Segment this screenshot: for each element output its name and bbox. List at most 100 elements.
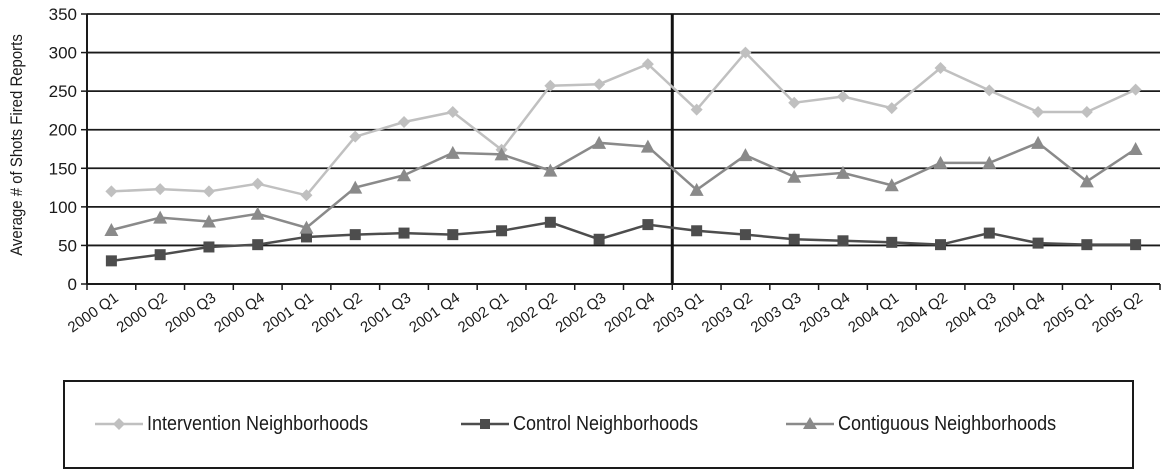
series-0-point-7 [446, 105, 459, 118]
x-tick-label-17: 2004 Q2 [894, 289, 951, 336]
series-1-point-12 [691, 225, 703, 237]
series-2-point-3 [250, 206, 265, 220]
series-line-1 [111, 220, 1136, 263]
y-tick-label-6: 300 [49, 44, 77, 63]
x-tick-label-7: 2001 Q4 [406, 289, 463, 336]
x-tick-label-11: 2002 Q4 [601, 289, 658, 336]
legend-label-intervention: Intervention Neighborhoods [147, 412, 369, 435]
series-1-point-6 [398, 227, 410, 239]
legend-marker-intervention-icon [95, 418, 143, 430]
series-1-point-21 [1130, 239, 1142, 251]
y-tick-label-0: 0 [68, 275, 77, 294]
series-line-0 [111, 50, 1137, 197]
series-0-point-21 [1129, 83, 1142, 96]
series-0-point-18 [983, 84, 996, 97]
series-line-2 [111, 141, 1137, 232]
series-2-point-21 [1128, 142, 1143, 155]
series-0-point-14 [788, 96, 801, 109]
x-tick-label-2: 2000 Q3 [162, 289, 219, 336]
chart-legend: Intervention Neighborhoods Control Neigh… [63, 380, 1134, 469]
series-1-point-11 [642, 219, 654, 231]
series-1-point-20 [1081, 239, 1093, 251]
legend-item-contiguous: Contiguous Neighborhoods [786, 412, 1080, 436]
legend-item-control: Control Neighborhoods [461, 412, 719, 436]
x-tick-label-18: 2004 Q3 [943, 289, 1000, 336]
x-tick-label-0: 2000 Q1 [65, 289, 122, 336]
series-1-point-2 [203, 241, 215, 253]
legend-label-contiguous: Contiguous Neighborhoods [838, 412, 1057, 435]
y-axis-label: Average # of Shots Fired Reports [8, 34, 26, 256]
series-0-point-2 [202, 185, 215, 198]
series-2-point-17 [933, 155, 948, 169]
series-1 [105, 216, 1142, 267]
series-1-point-16 [886, 236, 898, 248]
series-2-point-19 [1031, 135, 1046, 149]
y-tick-label-7: 350 [49, 5, 77, 24]
x-tick-label-14: 2003 Q3 [748, 289, 805, 336]
series-0-point-6 [398, 116, 411, 128]
x-tick-label-20: 2005 Q1 [1040, 289, 1097, 336]
x-tick-label-12: 2003 Q1 [650, 289, 707, 336]
series-1-point-18 [983, 227, 995, 239]
series-2-point-10 [592, 135, 607, 149]
series-0-point-10 [593, 78, 606, 91]
legend-item-intervention: Intervention Neighborhoods [95, 412, 393, 436]
series-2-point-8 [494, 147, 509, 161]
x-tick-label-1: 2000 Q2 [114, 289, 171, 336]
y-tick-label-5: 250 [49, 82, 77, 101]
series-0 [105, 46, 1142, 202]
x-tick-label-21: 2005 Q2 [1089, 289, 1146, 336]
x-tick-label-15: 2003 Q4 [796, 289, 853, 336]
x-tick-label-16: 2004 Q1 [845, 289, 902, 336]
x-tick-label-10: 2002 Q3 [553, 289, 610, 336]
series-2-point-7 [445, 145, 460, 159]
series-0-point-5 [349, 130, 362, 143]
x-tick-label-6: 2001 Q3 [357, 289, 414, 336]
series-2-point-2 [201, 214, 216, 228]
series-2-point-12 [689, 182, 704, 196]
series-0-point-4 [300, 189, 313, 202]
series-1-point-13 [739, 229, 751, 241]
series-1-point-1 [154, 249, 166, 261]
series-0-point-13 [739, 46, 752, 59]
series-1-point-4 [300, 231, 312, 243]
series-2-point-1 [153, 210, 168, 224]
x-tick-label-5: 2001 Q2 [309, 289, 366, 336]
series-2-point-18 [982, 155, 997, 169]
legend-marker-contiguous-icon [786, 417, 834, 429]
y-axis-tick-labels: 0 50 100 150 200 250 300 350 [49, 5, 87, 294]
series-1-point-10 [593, 233, 605, 245]
x-tick-label-9: 2002 Q2 [504, 289, 561, 336]
series-2-point-4 [299, 220, 314, 234]
x-tick-label-4: 2001 Q1 [260, 289, 317, 336]
series-0-point-1 [154, 183, 167, 196]
series-1-point-3 [252, 239, 264, 251]
series-1-point-5 [349, 229, 361, 241]
series-2-point-6 [397, 168, 412, 182]
series-lines [104, 46, 1143, 267]
series-0-point-19 [1032, 105, 1045, 118]
series-1-point-19 [1032, 237, 1044, 249]
series-2-point-13 [738, 148, 753, 162]
series-1-point-14 [788, 233, 800, 245]
y-tick-label-1: 50 [58, 236, 77, 255]
x-tick-label-8: 2002 Q1 [455, 289, 512, 336]
gridlines [87, 13, 1160, 247]
series-2-point-15 [835, 165, 850, 179]
series-2-point-11 [640, 139, 655, 153]
series-0-point-17 [934, 62, 947, 74]
legend-marker-control-icon [461, 419, 509, 429]
series-1-point-8 [496, 225, 508, 237]
series-0-point-9 [544, 79, 557, 92]
series-0-point-11 [641, 58, 654, 71]
series-1-point-7 [447, 229, 459, 241]
legend-label-control: Control Neighborhoods [513, 412, 699, 435]
x-tick-label-19: 2004 Q4 [991, 289, 1048, 336]
series-0-point-15 [836, 90, 849, 103]
y-tick-label-3: 150 [49, 159, 77, 178]
series-2-point-20 [1079, 174, 1094, 188]
axes [86, 14, 1160, 285]
series-0-point-20 [1080, 105, 1093, 118]
